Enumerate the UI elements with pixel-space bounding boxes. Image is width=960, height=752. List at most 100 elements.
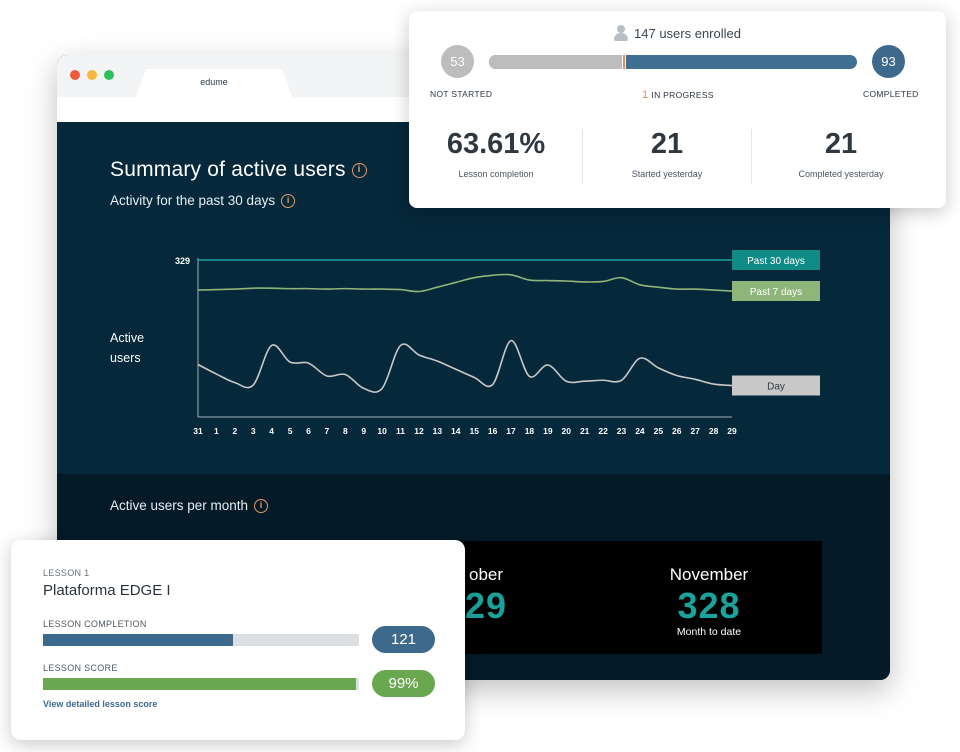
x-tick-label: 15 — [469, 426, 479, 436]
month-name: November — [669, 565, 749, 584]
x-tick-label: 24 — [635, 426, 645, 436]
stat-completed-yesterday: 21 Completed yesterday — [751, 128, 931, 186]
x-tick-label: 13 — [433, 426, 443, 436]
y-axis-label-line1: Active — [110, 331, 145, 345]
x-tick-label: 6 — [306, 426, 311, 436]
x-tick-label: 10 — [377, 426, 387, 436]
x-tick-label: 8 — [343, 426, 348, 436]
x-tick-label: 5 — [288, 426, 293, 436]
stat-started-yesterday: 21 Started yesterday — [583, 128, 751, 186]
lesson-completion-fill — [43, 634, 233, 646]
lesson-completion-label: LESSON COMPLETION — [43, 619, 147, 629]
stat-lesson-completion: 63.61% Lesson completion — [409, 128, 583, 186]
x-tick-label: 23 — [617, 426, 627, 436]
legend-tag-past-30-days — [732, 250, 820, 270]
x-tick-label: 4 — [269, 426, 274, 436]
stat-value: 21 — [824, 128, 858, 160]
x-tick-label: 19 — [543, 426, 553, 436]
minimize-window-icon[interactable] — [87, 70, 97, 80]
tab-title: edume — [200, 77, 228, 87]
x-tick-label: 11 — [396, 426, 405, 436]
x-tick-label: 27 — [690, 426, 700, 436]
series-line-past-7-days — [197, 273, 733, 293]
lesson-score-fill — [43, 678, 356, 690]
x-tick-label: 14 — [451, 426, 461, 436]
info-icon[interactable]: i — [351, 162, 367, 178]
lesson-completion-bar — [43, 634, 359, 646]
x-tick-label: 21 — [580, 426, 590, 436]
chart-subtitle: Activity for the past 30 days i — [110, 193, 296, 209]
enrollment-progress-bar — [489, 55, 857, 69]
stat-value: 21 — [650, 128, 684, 160]
x-tick-label: 9 — [361, 426, 366, 436]
monthly-title-text: Active users per month — [110, 498, 249, 513]
close-window-icon[interactable] — [70, 70, 80, 80]
x-tick-label: 1 — [214, 426, 219, 436]
stat-label: Lesson completion — [458, 169, 534, 179]
x-tick-label: 22 — [598, 426, 608, 436]
not-started-label: NOT STARTED — [430, 89, 493, 99]
x-tick-label: 17 — [506, 426, 516, 436]
browser-tab[interactable]: edume — [135, 69, 293, 99]
enrollment-card: 147 users enrolled 53 93 NOT STARTED 1 IN… — [409, 11, 946, 208]
series-line-day — [197, 339, 733, 393]
x-tick-label: 26 — [672, 426, 682, 436]
monthly-title: Active users per month i — [110, 498, 269, 514]
lesson-score-label: LESSON SCORE — [43, 663, 118, 673]
legend-label-past-7-days: Past 7 days — [750, 287, 802, 298]
enrollment-header: 147 users enrolled — [409, 25, 946, 41]
in-progress-label-text: IN PROGRESS — [651, 90, 714, 100]
divider — [582, 129, 583, 184]
x-tick-label: 28 — [709, 426, 719, 436]
month-card-november: November 328 Month to date — [596, 541, 822, 654]
lesson-completion-value: 121 — [372, 626, 435, 653]
y-axis-label-line2: users — [110, 351, 141, 365]
x-tick-label: 31 — [193, 426, 203, 436]
lesson-score-bar — [43, 678, 359, 690]
lesson-number: LESSON 1 — [43, 568, 90, 578]
not-started-segment — [489, 55, 622, 69]
user-icon — [614, 25, 629, 41]
in-progress-segment — [621, 55, 627, 69]
legend-tag-day — [732, 375, 820, 396]
completed-label: COMPLETED — [863, 89, 919, 99]
in-progress-label: 1 IN PROGRESS — [642, 89, 714, 101]
stat-label: Started yesterday — [631, 169, 703, 179]
x-tick-label: 2 — [232, 426, 237, 436]
lesson-card: LESSON 1 Plataforma EDGE I LESSON COMPLE… — [11, 540, 465, 740]
month-value: 29 — [464, 585, 508, 626]
lesson-score-value: 99% — [372, 670, 435, 697]
legend-label-day: Day — [767, 382, 785, 393]
legend-tag-past-7-days — [732, 281, 820, 302]
in-progress-count: 1 — [642, 89, 649, 101]
chart-subtitle-text: Activity for the past 30 days — [110, 193, 276, 208]
info-icon[interactable]: i — [254, 499, 269, 514]
stat-label: Completed yesterday — [798, 169, 884, 179]
divider — [751, 129, 752, 184]
x-tick-label: 12 — [414, 426, 424, 436]
x-tick-label: 7 — [325, 426, 330, 436]
x-tick-label: 18 — [525, 426, 535, 436]
completed-count: 93 — [872, 45, 905, 78]
x-tick-label: 20 — [562, 426, 572, 436]
month-value: 328 — [677, 585, 741, 626]
view-lesson-score-link[interactable]: View detailed lesson score — [43, 699, 158, 709]
y-axis-label: Active users — [110, 328, 144, 368]
maximize-window-icon[interactable] — [104, 70, 114, 80]
month-name: ober — [468, 565, 504, 584]
x-tick-label: 29 — [727, 426, 737, 436]
y-tick-label: 329 — [175, 256, 190, 266]
x-tick-label: 3 — [251, 426, 256, 436]
not-started-count: 53 — [441, 45, 474, 78]
lesson-name: Plataforma EDGE I — [43, 582, 171, 599]
summary-title-text: Summary of active users — [110, 158, 346, 181]
month-footer: Month to date — [676, 626, 742, 638]
legend-label-past-30-days: Past 30 days — [747, 256, 805, 267]
x-tick-label: 16 — [488, 426, 498, 436]
info-icon[interactable]: i — [281, 194, 296, 209]
stat-value: 63.61% — [446, 128, 546, 160]
summary-title: Summary of active users i — [110, 158, 367, 182]
x-tick-label: 25 — [654, 426, 664, 436]
enrollment-header-text: 147 users enrolled — [634, 26, 741, 41]
